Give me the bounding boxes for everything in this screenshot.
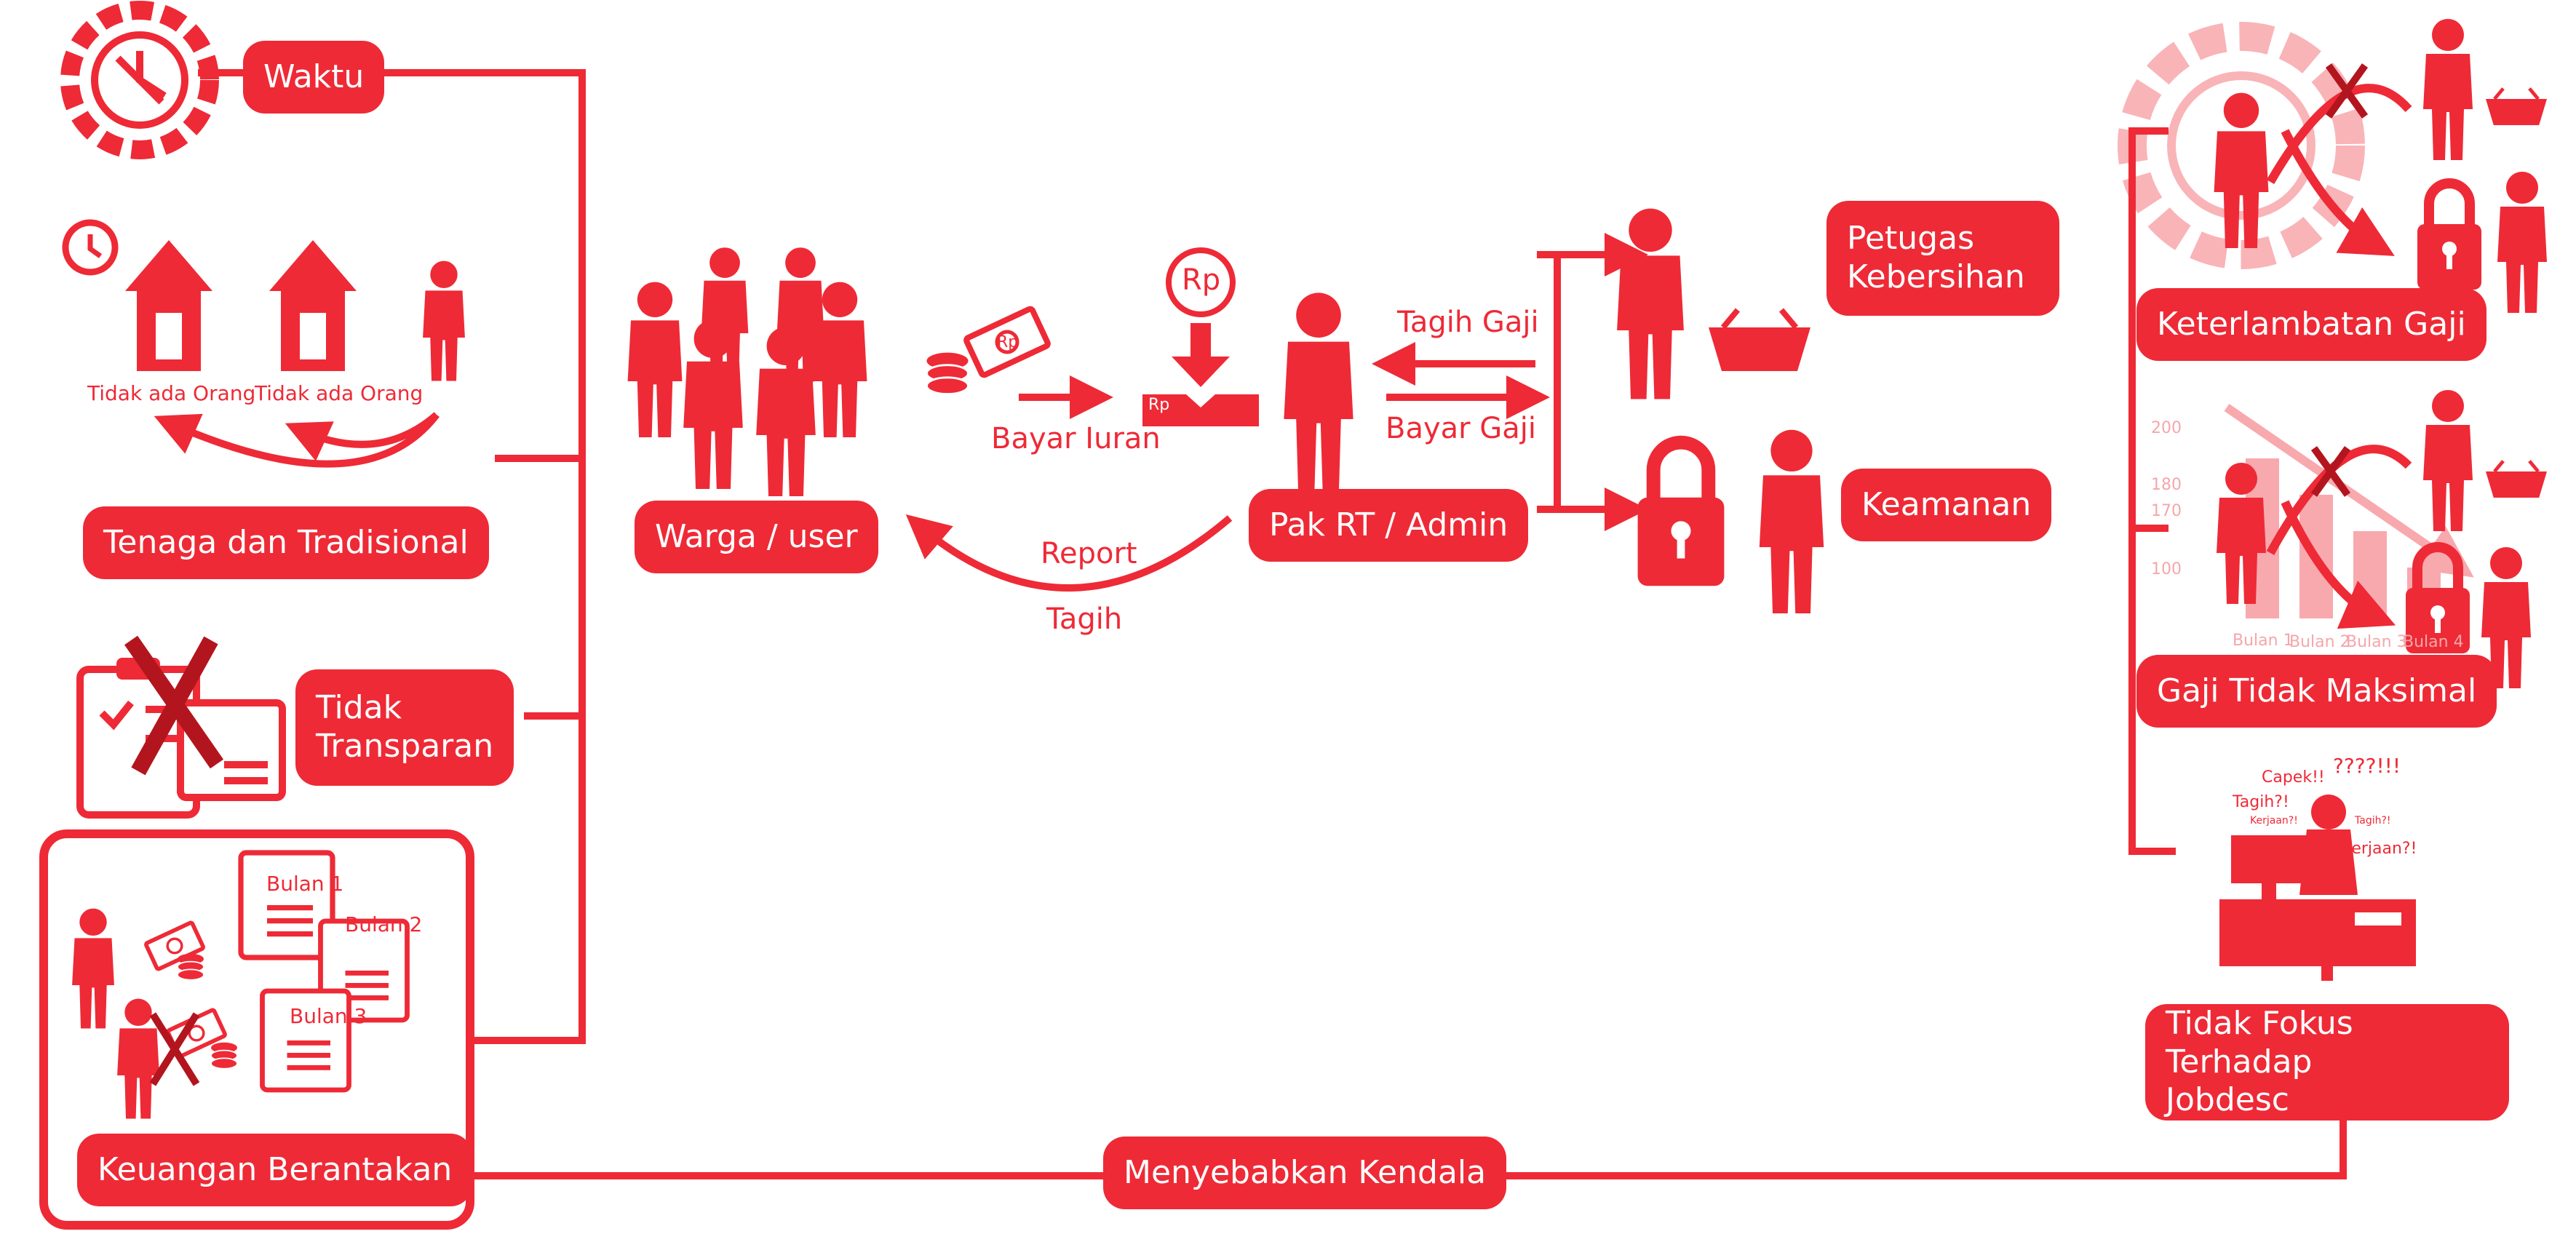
walking-person-icon — [423, 260, 465, 381]
chart-tick-180: 180 — [2151, 476, 2182, 494]
house-icon-1 — [125, 240, 212, 371]
tidak-ada-orang-arrow-1 — [154, 412, 440, 468]
petugas-line2: Kebersihan — [1847, 258, 2025, 295]
chart-tick-170: 170 — [2151, 502, 2182, 520]
lock-icon — [1638, 442, 1725, 586]
bubble-capek: Capek!! — [2262, 768, 2325, 787]
basket-icon-maks — [2486, 461, 2547, 498]
bubble-tagih-2: Tagih?! — [2355, 815, 2391, 827]
small-clock-icon — [62, 219, 119, 276]
bubble-tagih-1: Tagih?! — [2233, 793, 2289, 811]
worker-bracket — [1537, 251, 1561, 513]
keuangan-frame — [39, 829, 474, 1230]
person-with-money-icon — [72, 908, 114, 1029]
chart-tick-100: 100 — [2151, 560, 2182, 578]
cross-icon-maks — [2310, 446, 2351, 497]
cross-icon-late — [2325, 63, 2369, 119]
chart-tick-200: 200 — [2151, 419, 2182, 437]
worker-late-person-icon — [2214, 92, 2269, 248]
connector-lines — [154, 69, 2347, 1179]
bulan-label-2: Bulan 2 — [345, 912, 423, 936]
security-icon-late — [2497, 172, 2547, 313]
keamanan-label: Keamanan — [1841, 469, 2052, 541]
waktu-label: Waktu — [243, 41, 385, 114]
coins-icon-1 — [177, 952, 204, 981]
report-tagih-arrow — [905, 514, 1233, 592]
lock-icon-late — [2417, 183, 2481, 290]
crowd-icon — [627, 247, 867, 496]
tidak-ada-orang-label-2: Tidak ada Orang — [255, 381, 424, 405]
petugas-kebersihan-label: Petugas Kebersihan — [1826, 201, 2059, 316]
chart-month-1: Bulan 1 — [2233, 632, 2294, 650]
pak-rt-person-icon — [1284, 292, 1353, 490]
rp-coin-label: Rp — [1182, 263, 1221, 297]
bayar-gaji-label: Bayar Gaji — [1386, 412, 1537, 445]
chart-month-2: Bulan 2 — [2289, 633, 2350, 651]
coins-icon-2 — [210, 1041, 238, 1070]
bottom-line — [473, 1120, 2347, 1179]
chart-month-3: Bulan 3 — [2346, 633, 2407, 651]
rp-coin-icon — [1166, 247, 1236, 317]
cross-icon — [124, 635, 224, 776]
rp-tray-label: Rp — [1148, 396, 1170, 414]
rp-bill-label: Rp — [997, 333, 1019, 351]
bayar-iuran-label: Bayar Iuran — [991, 422, 1161, 455]
tidak-fokus-line2: Jobdesc — [2166, 1081, 2289, 1119]
coins-icon — [926, 351, 969, 396]
warga-label: Warga / user — [635, 501, 878, 573]
security-person-icon — [1759, 429, 1824, 613]
clock-gear-icon — [60, 1, 219, 159]
tagih-gaji-label: Tagih Gaji — [1397, 306, 1539, 339]
bulan-label-1: Bulan 1 — [266, 872, 344, 896]
keuangan-label: Keuangan Berantakan — [77, 1134, 473, 1206]
chart-month-4: Bulan 4 — [2403, 633, 2464, 651]
petugas-line1: Petugas — [1847, 220, 1974, 258]
tidak-transparan-line2: Transparan — [316, 728, 494, 765]
stressed-worker-desk-icon — [2219, 795, 2416, 981]
tenaga-label: Tenaga dan Tradisional — [83, 506, 489, 579]
basket-icon — [1709, 310, 1810, 371]
tidak-fokus-line1: Tidak Fokus Terhadap — [2166, 1004, 2353, 1080]
left-bracket-line — [198, 69, 586, 1044]
menyebabkan-kendala-label: Menyebabkan Kendala — [1103, 1137, 1507, 1209]
basket-icon-late — [2486, 89, 2547, 125]
pak-rt-label: Pak RT / Admin — [1249, 489, 1529, 562]
bubble-kerjaan-1: Kerjaan?! — [2250, 815, 2298, 827]
keterlambatan-gaji-label: Keterlambatan Gaji — [2136, 288, 2486, 361]
rp-download-tray-icon — [1142, 323, 1259, 426]
tidak-transparan-label: Tidak Transparan — [295, 669, 514, 786]
tidak-fokus-label: Tidak Fokus Terhadap Jobdesc — [2145, 1004, 2509, 1120]
tagih-label: Tagih — [1046, 602, 1123, 636]
right-bracket-line — [2128, 127, 2176, 855]
cleaner-icon-late — [2423, 19, 2473, 160]
tidak-ada-orang-arrow-2 — [285, 412, 440, 461]
small-cross-icon — [149, 1012, 200, 1086]
maks-curve-arrow — [2266, 445, 2409, 618]
tidak-ada-orang-label-1: Tidak ada Orang — [87, 381, 256, 405]
house-icon-2 — [269, 240, 357, 371]
tidak-transparan-line1: Tidak — [316, 689, 402, 727]
bulan-label-3: Bulan 3 — [290, 1004, 367, 1028]
bubble-kerjaan-2: Kerjaan?! — [2342, 840, 2417, 858]
bubble-question: ????!!! — [2333, 754, 2401, 778]
gaji-tidak-maksimal-label: Gaji Tidak Maksimal — [2136, 655, 2497, 728]
faint-clock-gear-icon — [2118, 22, 2365, 269]
transparency-doc-icon — [177, 699, 286, 801]
cleaner-icon-maks — [2423, 390, 2473, 531]
report-label: Report — [1041, 537, 1137, 570]
cleaner-person-icon — [1617, 208, 1684, 399]
